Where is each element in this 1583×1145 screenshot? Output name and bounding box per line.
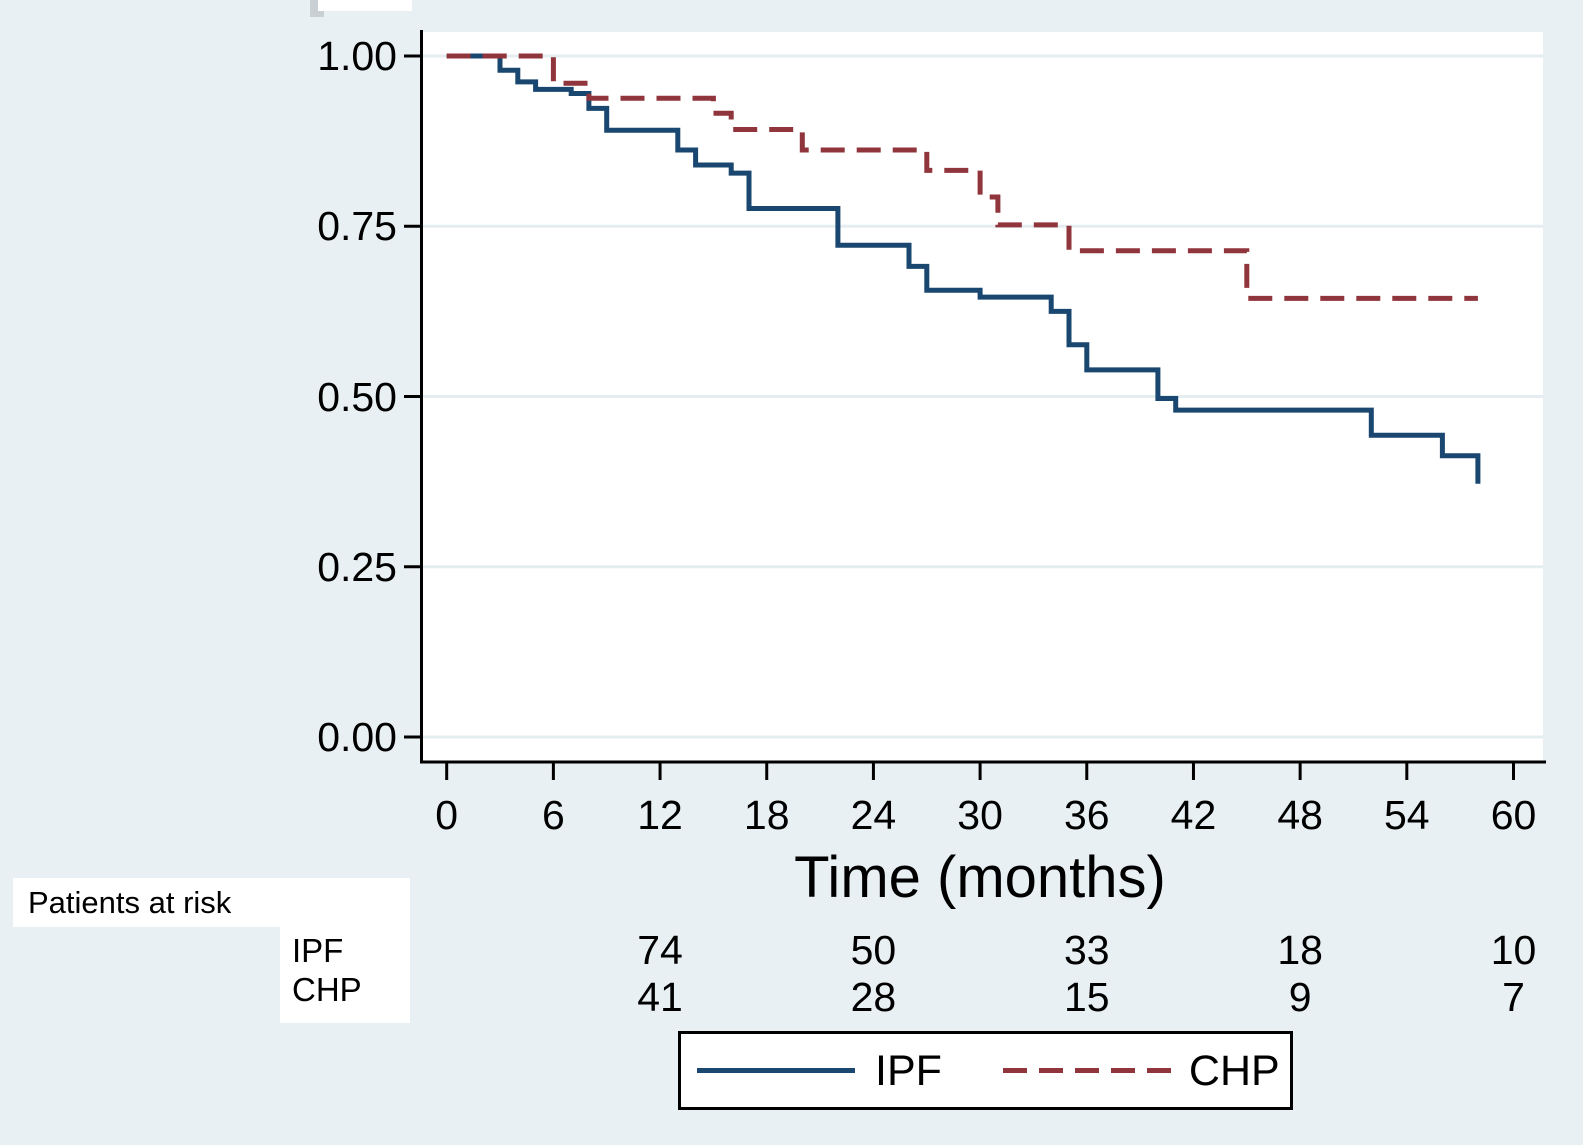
- curve-chp: [446, 53, 1478, 301]
- patients-at-risk-title: Patients at risk: [28, 885, 232, 920]
- risk-count-ipf: 50: [850, 927, 897, 973]
- x-tick-label: 42: [1170, 792, 1217, 838]
- risk-row-label-ipf: IPF: [292, 932, 344, 969]
- y-tick-label: 0.25: [317, 543, 397, 590]
- legend-label-ipf: IPF: [875, 1046, 942, 1095]
- risk-count-ipf: 33: [1063, 927, 1110, 973]
- x-tick-label: 54: [1384, 792, 1430, 838]
- patients-at-risk-box: Patients at risk: [13, 878, 410, 927]
- x-tick-label: 18: [743, 792, 790, 838]
- risk-count-chp: 9: [1288, 974, 1312, 1020]
- risk-count-chp: 7: [1502, 974, 1525, 1020]
- y-tick-label: 0.75: [317, 203, 397, 250]
- risk-row-label-chp: CHP: [292, 971, 362, 1008]
- x-tick-label: 0: [435, 792, 459, 838]
- x-axis-title: Time (months): [794, 845, 1166, 910]
- x-tick-label: 36: [1063, 792, 1110, 838]
- x-tick-label: 24: [850, 792, 897, 838]
- curve-ipf: [446, 53, 1481, 484]
- y-tick-label: 0.00: [317, 714, 397, 760]
- risk-count-ipf: 18: [1277, 927, 1323, 973]
- x-tick-label: 6: [541, 792, 565, 838]
- legend: IPF CHP: [678, 1031, 1293, 1110]
- risk-count-chp: 28: [850, 974, 897, 1020]
- legend-chp-line-sample: [1002, 1068, 1171, 1073]
- risk-count-chp: 15: [1063, 974, 1110, 1020]
- top-box-fragment: [318, 0, 412, 11]
- y-tick-label: 1.00: [317, 33, 397, 79]
- risk-count-ipf: 74: [637, 927, 683, 973]
- x-tick-label: 48: [1277, 792, 1323, 838]
- risk-row-labels-box: IPF CHP: [280, 927, 410, 1023]
- y-tick-label: 0.50: [317, 373, 397, 420]
- x-tick-label: 60: [1490, 792, 1537, 838]
- legend-label-chp: CHP: [1188, 1046, 1280, 1095]
- risk-count-ipf: 10: [1490, 927, 1537, 973]
- x-tick-label: 12: [637, 792, 683, 838]
- risk-count-chp: 41: [637, 974, 683, 1020]
- x-tick-label: 30: [957, 792, 1003, 838]
- legend-ipf-line-sample: [697, 1068, 855, 1073]
